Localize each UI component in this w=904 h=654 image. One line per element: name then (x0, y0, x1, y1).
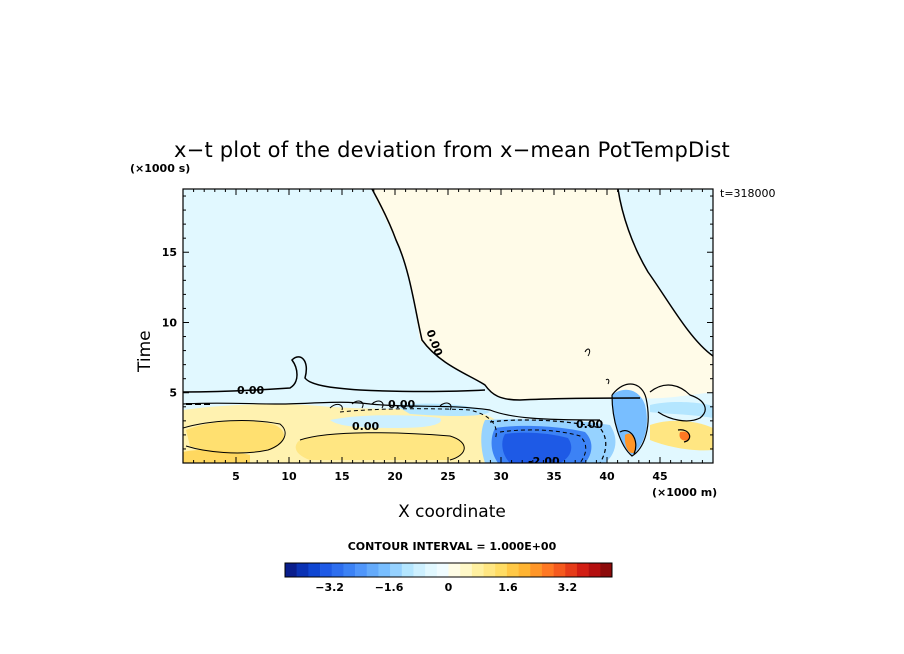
colorbar-swatch (285, 563, 297, 577)
colorbar-swatch (436, 563, 449, 577)
cool-patch-b (395, 403, 490, 416)
x-tick-label: 20 (387, 470, 403, 483)
contour-dashed-2 (489, 419, 607, 463)
x-tick-label: 45 (652, 470, 667, 483)
y-tick-label: 15 (162, 246, 177, 259)
warm-spot-far-right (679, 431, 690, 441)
colorbar-swatch (425, 563, 438, 577)
colorbar-swatch (518, 563, 531, 577)
x-tick-label: 10 (281, 470, 297, 483)
colorbar-swatch (308, 563, 321, 577)
contour-dashed-3 (499, 429, 587, 463)
colorbar-swatch (588, 563, 601, 577)
colorbar-swatch (331, 563, 344, 577)
contour-label-5: 0.00 (576, 418, 603, 431)
colorbar-swatch (460, 563, 473, 577)
contour-lower-left (183, 420, 286, 454)
y-tick-label: 5 (169, 387, 177, 400)
colorbar-swatch (343, 563, 356, 577)
colorbar-swatch (530, 563, 543, 577)
x-axis-unit: (×1000 m) (652, 486, 718, 499)
x-tick-label: 5 (232, 470, 240, 483)
colorbar-tick-label: 1.6 (498, 581, 518, 594)
colorbar-swatch (378, 563, 391, 577)
chart-title: x−t plot of the deviation from x−mean Po… (174, 138, 730, 162)
warm-patch-left (186, 420, 285, 453)
colorbar-swatch (506, 563, 519, 577)
y-tick-label: 10 (162, 316, 178, 329)
colorbar-swatch (471, 563, 484, 577)
colorbar-swatch (413, 563, 426, 577)
colorbar-swatch (296, 563, 309, 577)
contour-zero-left (183, 356, 486, 393)
y-axis-unit: (×1000 s) (130, 162, 191, 175)
contour-label-4: 0.00 (352, 420, 379, 433)
contour-right-features (611, 383, 706, 457)
colorbar-tick-label: 0 (445, 581, 453, 594)
colorbar-swatch (320, 563, 333, 577)
cold-core-deep (502, 432, 572, 463)
colorbar-swatch (483, 563, 496, 577)
contour-dashed-1 (339, 408, 497, 441)
colorbar-tick-label: −1.6 (375, 581, 404, 594)
contour-interval-label: CONTOUR INTERVAL = 1.000E+00 (347, 540, 557, 553)
contour-lower-mid (299, 432, 465, 461)
contour-zero-band (183, 401, 601, 421)
contour-small-loops (329, 348, 610, 411)
x-tick-label: 15 (334, 470, 349, 483)
colorbar-tick-label: −3.2 (315, 581, 344, 594)
colorbar-swatch (366, 563, 379, 577)
warm-region-upper (372, 189, 713, 400)
cool-strip-right (650, 402, 713, 418)
colorbar-swatch (355, 563, 368, 577)
warm-spot-right (624, 433, 636, 454)
cool-patch-a (330, 415, 441, 428)
contour-zero-main (371, 189, 641, 401)
colorbar-swatch (448, 563, 461, 577)
warm-patch-mid (295, 432, 465, 460)
colorbar-tick-label: 3.2 (558, 581, 578, 594)
time-stamp: t=318000 (720, 187, 776, 200)
x-tick-label: 30 (493, 470, 509, 483)
colorbar-swatch (553, 563, 566, 577)
x-tick-label: 25 (440, 470, 455, 483)
x-tick-label: 35 (546, 470, 561, 483)
colorbar-swatch (390, 563, 403, 577)
contour-zero-right (617, 189, 713, 357)
x-tick-label: 40 (599, 470, 615, 483)
contour-label-1: 0.00 (237, 384, 264, 397)
colorbar-swatch (541, 563, 554, 577)
colorbar-swatch (565, 563, 578, 577)
colorbar-frame (284, 562, 613, 578)
colorbar-swatch (576, 563, 589, 577)
contour-label-3: 0.00 (388, 398, 415, 411)
colorbar-swatch (600, 563, 613, 577)
colorbar-swatch (401, 563, 414, 577)
contour-label-6: -2.00 (528, 455, 560, 468)
colorbar-swatch (495, 563, 508, 577)
x-axis-label: X coordinate (398, 502, 506, 522)
